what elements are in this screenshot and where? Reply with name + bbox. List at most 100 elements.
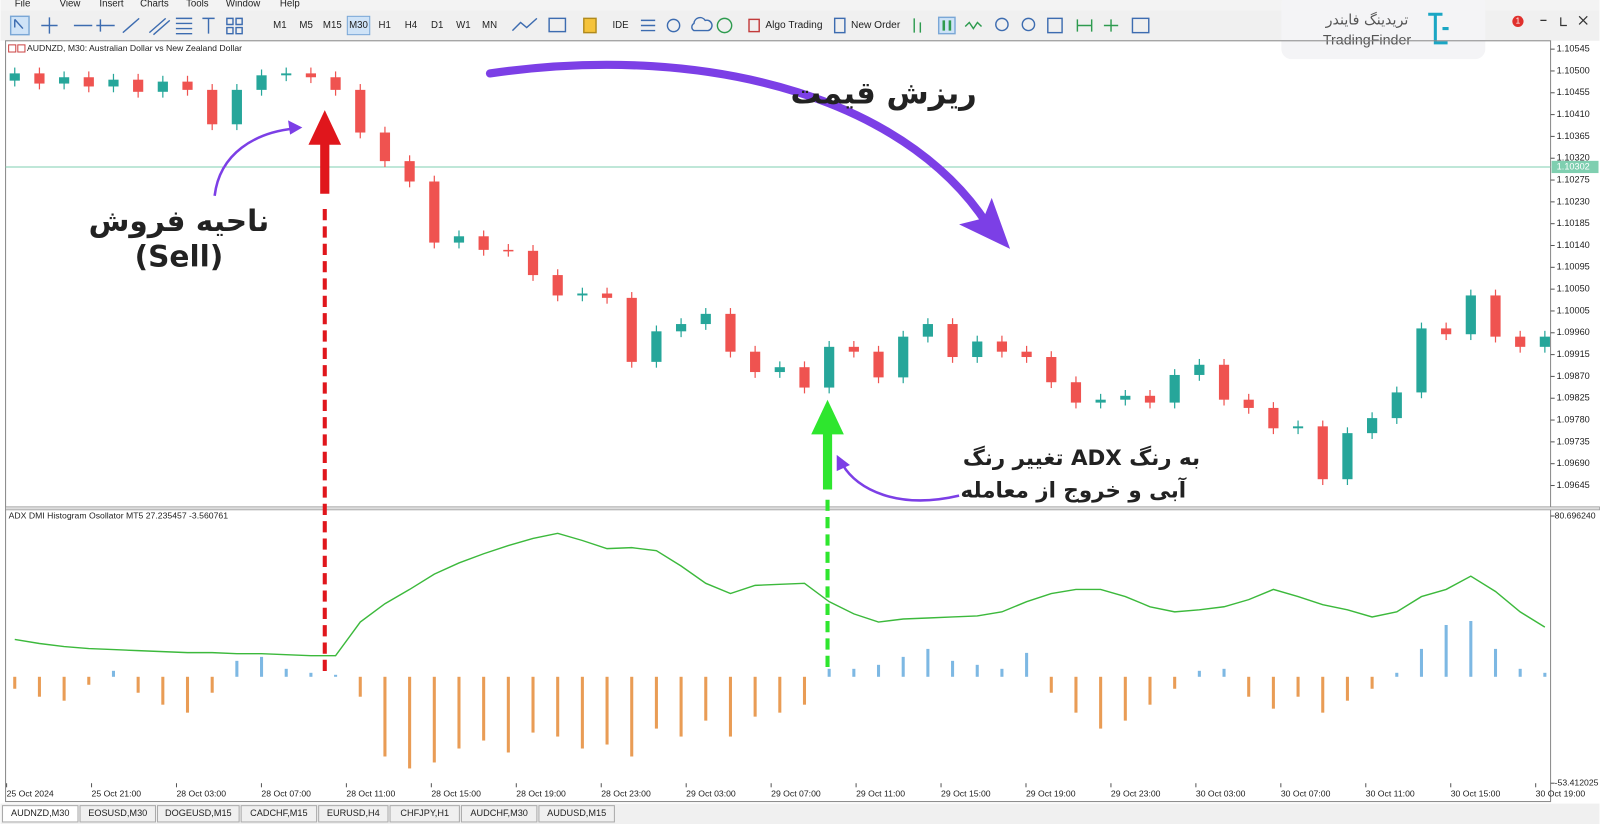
tab[interactable] [460, 805, 538, 823]
adx-exit-label: آبی و خروج از معامله [960, 477, 1186, 504]
tab[interactable] [79, 805, 156, 823]
objects-icon[interactable] [583, 17, 597, 34]
tab-label: CHFJPY,H1 [400, 808, 449, 818]
y-tick-label: 1.10545 [1557, 44, 1590, 54]
trendline-icon[interactable] [122, 17, 140, 34]
tab[interactable] [157, 805, 240, 823]
candle-body [1046, 357, 1057, 383]
tab[interactable] [240, 805, 318, 823]
candle-body [379, 132, 391, 162]
text-icon[interactable] [202, 17, 215, 34]
signal-icon[interactable] [716, 17, 733, 34]
menu-item[interactable]: Window [226, 0, 261, 10]
histogram-bar [778, 676, 782, 713]
price-drop-label: ریزش قیمت [790, 76, 976, 111]
candle-body [1070, 382, 1082, 403]
screenshot-icon[interactable] [1131, 17, 1150, 34]
timeframe-button[interactable]: M30 [349, 20, 368, 31]
menu-item[interactable]: View [60, 0, 82, 10]
zoom-in-icon[interactable] [995, 17, 1009, 32]
histogram-bar [136, 676, 140, 693]
cursor-icon [14, 18, 24, 30]
candle-body [651, 331, 662, 362]
vline-icon[interactable] [96, 19, 115, 32]
histogram-bar [185, 676, 190, 713]
histogram-bar [334, 674, 338, 677]
timeframe-button[interactable]: H1 [379, 20, 391, 31]
sell-pointer [213, 127, 295, 196]
candle-body [330, 77, 341, 90]
menu-item[interactable]: File [15, 0, 31, 10]
y-tick-label: -53.412025 [1555, 777, 1599, 787]
drop-arrow [485, 60, 999, 241]
candle-body [848, 346, 859, 352]
candle-body [9, 73, 20, 81]
notification-badge[interactable] [1512, 15, 1524, 28]
candle-body [527, 250, 539, 276]
bars-icon[interactable] [913, 18, 922, 33]
timeframe-button[interactable]: M1 [273, 20, 286, 31]
candle-body [133, 79, 144, 92]
chart-type-icon[interactable] [511, 17, 538, 32]
menu-item[interactable]: Tools [186, 0, 209, 10]
current-price-box [1551, 160, 1599, 174]
shapes-icon[interactable] [226, 17, 243, 35]
candle-body [947, 324, 958, 358]
crosshair-icon[interactable] [41, 17, 58, 34]
tab[interactable] [318, 805, 389, 823]
histogram-bar [111, 670, 115, 677]
zoom-out-icon[interactable] [1021, 17, 1036, 32]
fibo-icon[interactable] [175, 17, 193, 35]
ide-button[interactable]: IDE [612, 20, 629, 31]
algo-trading-button[interactable]: Algo Trading [765, 20, 823, 31]
list-icon[interactable] [640, 19, 656, 32]
scroll-icon[interactable] [1076, 19, 1093, 32]
tab[interactable] [2, 805, 79, 823]
menu-item[interactable]: Insert [99, 0, 124, 10]
x-tick-label: 29 Oct 11:00 [856, 789, 905, 799]
histogram-bar [1543, 672, 1547, 677]
tile-icon[interactable] [1047, 17, 1063, 34]
y-tick-label: 1.10185 [1557, 218, 1590, 228]
order-icon[interactable] [833, 17, 846, 34]
line-icon[interactable] [964, 21, 983, 30]
template-icon[interactable] [548, 17, 567, 33]
candle-body [355, 89, 366, 133]
timeframe-button[interactable]: D1 [431, 20, 443, 31]
algo-icon[interactable] [748, 18, 760, 33]
tab[interactable] [538, 805, 615, 823]
logo-name-fa: تریدینگ فایندر [1325, 11, 1409, 28]
tab[interactable] [389, 805, 460, 823]
candle-body [626, 297, 637, 362]
window-controls[interactable] [1540, 15, 1588, 27]
candle-body [429, 181, 440, 243]
candles-button[interactable] [937, 16, 956, 35]
y-tick-label: 1.09645 [1557, 480, 1590, 490]
channel-icon[interactable] [148, 17, 171, 36]
candle-body [1292, 426, 1304, 429]
y-tick-label: 1.10275 [1557, 174, 1590, 184]
timeframe-button[interactable]: W1 [456, 20, 471, 31]
histogram-bar [13, 676, 17, 689]
cloud-icon[interactable] [691, 16, 713, 32]
histogram-bar [432, 676, 436, 763]
toolbar-icons [9, 15, 1150, 36]
timeframe-button[interactable]: M5 [299, 20, 312, 31]
y-tick-label: 1.09960 [1557, 327, 1590, 337]
candle-body [1342, 433, 1353, 480]
candle-body [922, 324, 933, 337]
sell-zone-label: ناحیه فروش [89, 204, 270, 238]
timeframe-button[interactable]: MN [482, 20, 497, 31]
globe-icon[interactable] [666, 18, 681, 33]
tab-label: EOSUSD,M30 [88, 808, 147, 818]
menu-item[interactable]: Charts [140, 0, 169, 10]
menu-item[interactable]: Help [280, 0, 300, 10]
candle-body [972, 341, 983, 358]
timeframe-button[interactable]: M15 [323, 20, 342, 31]
new-order-button[interactable]: New Order [851, 20, 901, 31]
y-tick-label: 1.09915 [1557, 349, 1590, 359]
timeframe-button[interactable]: H4 [405, 20, 418, 31]
histogram-bar [1271, 676, 1275, 709]
shift-icon[interactable] [1103, 19, 1119, 32]
